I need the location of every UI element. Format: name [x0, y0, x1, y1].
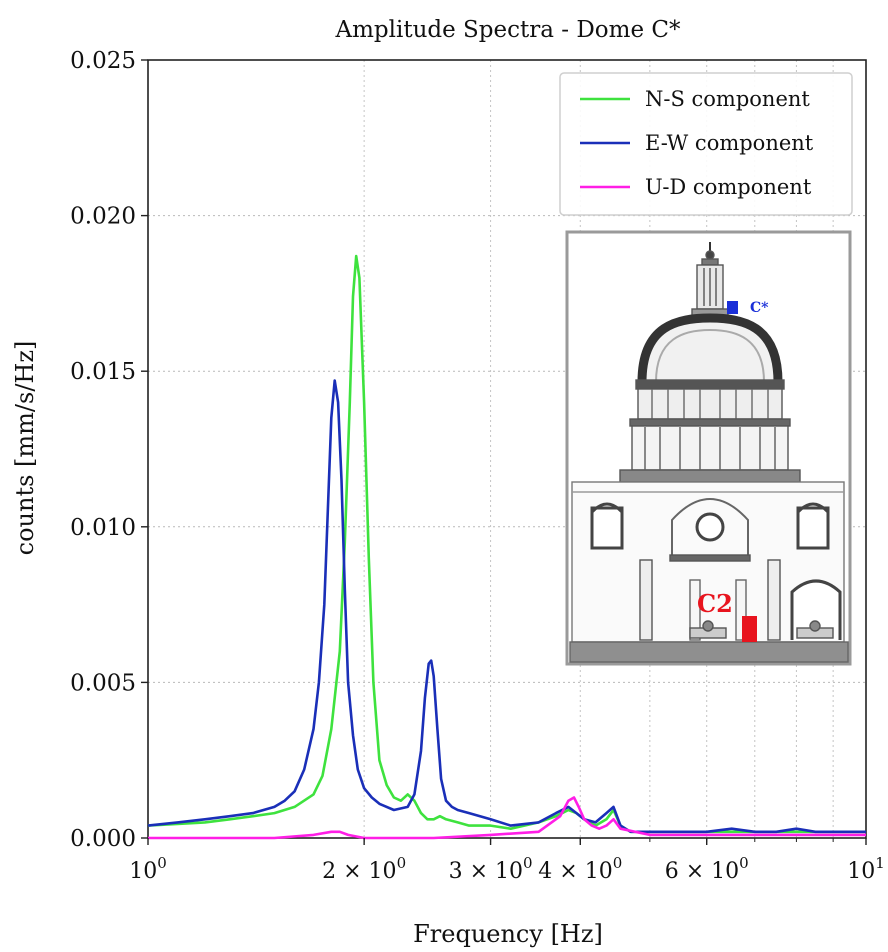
chart-title: Amplitude Spectra - Dome C*: [335, 17, 681, 43]
y-tick-label: 0.025: [70, 48, 136, 74]
y-axis-label: counts [mm/s/Hz]: [11, 341, 39, 556]
sensor-marker-c-star: [727, 301, 738, 314]
y-axis: 0.000 0.005 0.010 0.015 0.020 0.025: [70, 48, 148, 852]
legend-box: [559, 72, 853, 216]
series-layer: [147, 254, 866, 840]
building-illustration: [569, 242, 849, 663]
inset-building-drawing: C* C2: [565, 230, 852, 666]
x-tick-label: 100: [129, 854, 167, 884]
x-tick-label: 4 × 100: [538, 854, 622, 884]
y-tick-label: 0.000: [70, 826, 136, 852]
legend-label-ns: N-S component: [645, 87, 810, 111]
y-tick-label: 0.015: [70, 359, 136, 385]
y-tick-label: 0.005: [70, 670, 136, 696]
x-tick-label: 6 × 100: [665, 854, 749, 884]
sensor-label-c-star: C*: [750, 300, 769, 316]
legend: N-S component E-W component U-D componen…: [559, 72, 853, 216]
x-tick-label: 3 × 100: [449, 854, 533, 884]
series-line-ud: [148, 796, 866, 840]
y-tick-label: 0.020: [70, 204, 136, 230]
plot-frame: [147, 59, 867, 839]
y-tick-label: 0.010: [70, 515, 136, 541]
legend-label-ew: E-W component: [645, 131, 814, 155]
x-axis: 100 2 × 100 3 × 100 4 × 100 6 × 100 101: [129, 838, 885, 884]
x-tick-label: 2 × 100: [322, 854, 406, 884]
x-axis-label: Frequency [Hz]: [413, 920, 603, 948]
legend-label-ud: U-D component: [645, 175, 812, 199]
x-tick-label: 101: [847, 854, 885, 884]
sensor-marker-c2: [742, 616, 757, 642]
sensor-label-c2: C2: [697, 589, 733, 618]
